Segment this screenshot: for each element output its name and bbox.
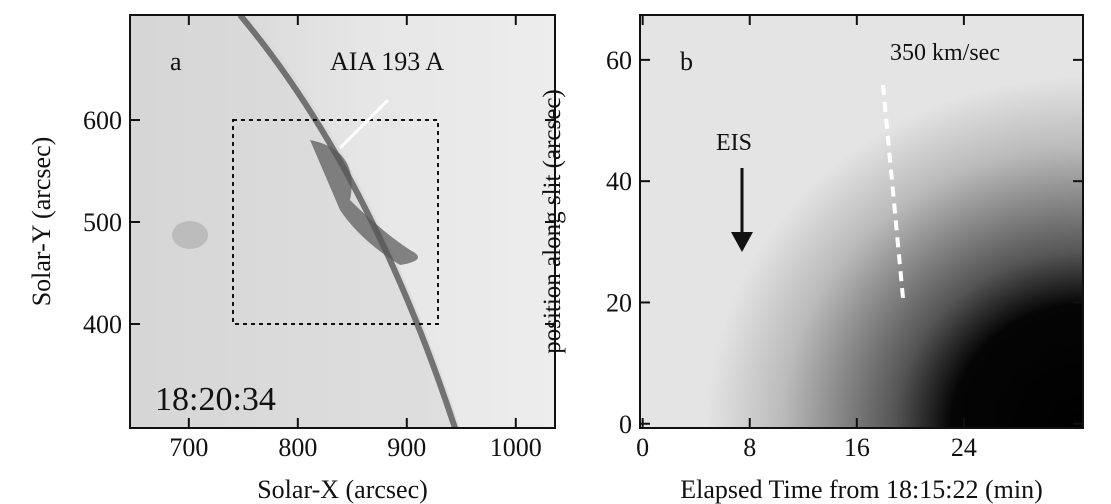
x-tick-label: 700: [169, 433, 208, 462]
image-a: [130, 15, 555, 428]
y-axis-label: Solar-Y (arcsec): [27, 137, 56, 307]
velocity-line: [881, 84, 905, 299]
panel-label: a: [170, 47, 182, 76]
plot-frame: [639, 14, 1084, 429]
annotation: 18:20:34: [155, 381, 276, 418]
x-axis-label: Solar-X (arcsec): [257, 475, 428, 504]
annotation: AIA 193 A: [330, 47, 444, 76]
y-tick-label: 400: [83, 310, 122, 339]
y-tick-label: 20: [606, 288, 632, 317]
y-axis-label: position along slit (arcsec): [539, 89, 566, 354]
annotation: 350 km/sec: [890, 40, 1000, 66]
x-tick-label: 800: [278, 433, 317, 462]
x-tick-label: 24: [951, 433, 977, 462]
x-tick-label: 0: [636, 433, 649, 462]
y-tick-label: 60: [606, 46, 632, 75]
image-b: [640, 15, 1083, 428]
x-tick-label: 16: [844, 433, 870, 462]
eis-arrowhead: [731, 232, 753, 252]
annotation: EIS: [716, 130, 752, 156]
x-tick-label: 8: [743, 433, 756, 462]
y-tick-label: 600: [83, 106, 122, 135]
slit-line: [338, 98, 390, 150]
y-tick-label: 0: [619, 410, 632, 439]
x-tick-label: 1000: [490, 433, 542, 462]
y-tick-label: 500: [83, 208, 122, 237]
region-box: [232, 119, 439, 325]
panel-label: b: [680, 47, 693, 76]
y-tick-label: 40: [606, 167, 632, 196]
x-tick-label: 900: [387, 433, 426, 462]
x-axis-label: Elapsed Time from 18:15:22 (min): [680, 475, 1043, 504]
